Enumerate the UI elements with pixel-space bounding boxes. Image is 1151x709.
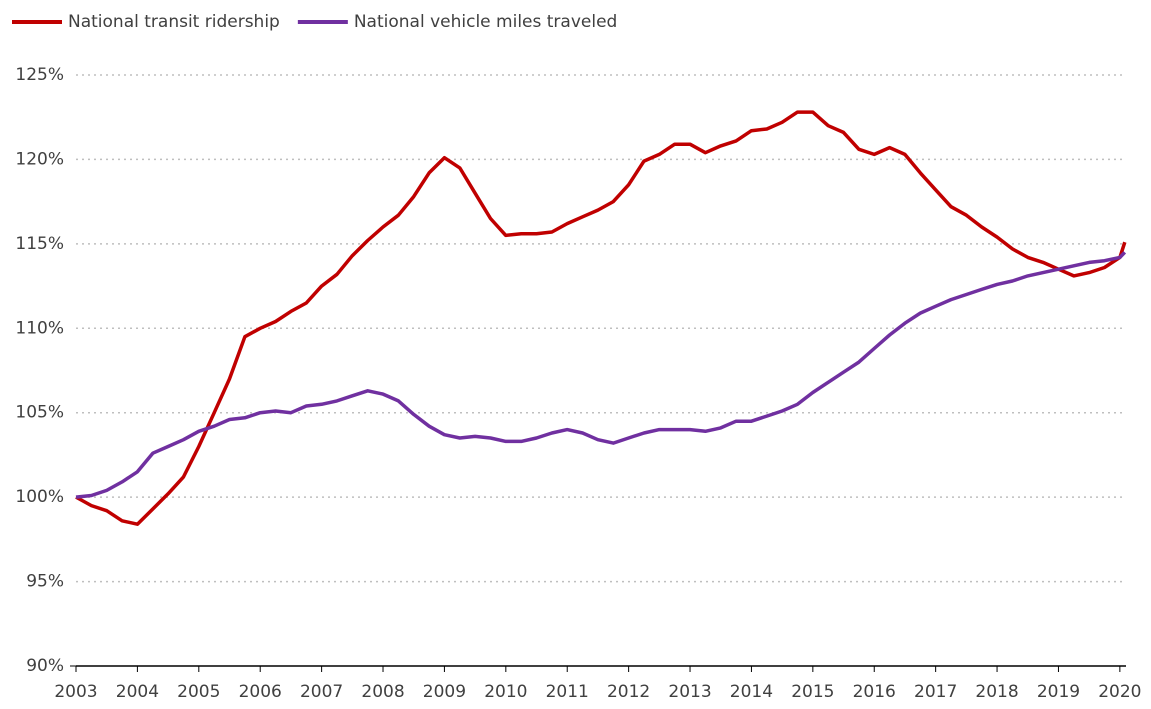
y-tick-label: 125% xyxy=(15,65,64,85)
y-tick-label: 90% xyxy=(26,656,64,676)
series-line xyxy=(75,110,1127,526)
x-tick-label: 2008 xyxy=(361,682,404,702)
x-tick-label: 2016 xyxy=(853,682,896,702)
x-tick-label: 2012 xyxy=(607,682,650,702)
legend-label: National transit ridership xyxy=(68,12,280,32)
x-tick-label: 2003 xyxy=(54,682,97,702)
x-tick-label: 2020 xyxy=(1098,682,1141,702)
x-tick-label: 2007 xyxy=(300,682,343,702)
y-tick-label: 115% xyxy=(15,234,64,254)
y-tick-label: 105% xyxy=(15,403,64,423)
x-tick-label: 2013 xyxy=(668,682,711,702)
x-tick-label: 2018 xyxy=(975,682,1018,702)
x-tick-label: 2006 xyxy=(239,682,282,702)
x-tick-label: 2005 xyxy=(177,682,220,702)
y-tick-label: 120% xyxy=(15,149,64,169)
x-tick-label: 2004 xyxy=(116,682,159,702)
x-tick-label: 2014 xyxy=(730,682,773,702)
x-tick-label: 2010 xyxy=(484,682,527,702)
y-tick-label: 100% xyxy=(15,487,64,507)
legend-label: National vehicle miles traveled xyxy=(354,12,617,32)
x-tick-label: 2019 xyxy=(1037,682,1080,702)
x-tick-label: 2009 xyxy=(423,682,466,702)
x-tick-label: 2017 xyxy=(914,682,957,702)
x-tick-label: 2011 xyxy=(546,682,589,702)
y-tick-label: 95% xyxy=(26,572,64,592)
y-tick-label: 110% xyxy=(15,318,64,338)
x-tick-label: 2015 xyxy=(791,682,834,702)
series-line xyxy=(75,251,1127,499)
